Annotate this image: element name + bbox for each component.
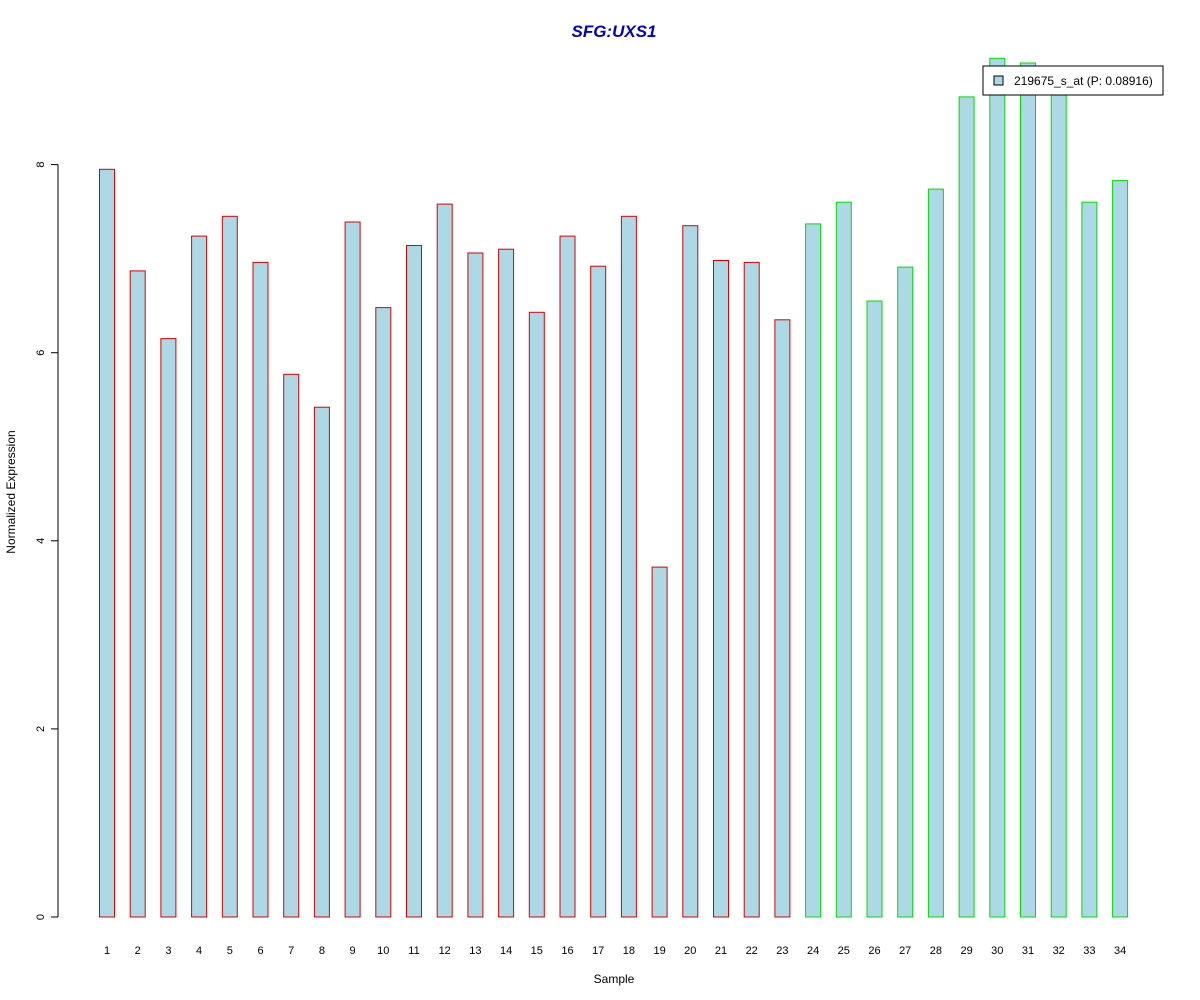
legend-swatch bbox=[993, 75, 1004, 86]
bar-sample-11 bbox=[406, 245, 422, 918]
x-tick-label: 29 bbox=[960, 945, 972, 957]
bar-sample-32 bbox=[1050, 87, 1067, 918]
x-tick-label: 7 bbox=[288, 945, 294, 957]
bar-sample-14 bbox=[498, 248, 515, 918]
x-tick-label: 21 bbox=[715, 945, 727, 957]
x-tick-label: 2 bbox=[135, 945, 141, 957]
bar-sample-2 bbox=[129, 270, 146, 918]
x-tick-label: 20 bbox=[684, 945, 696, 957]
x-tick-label: 24 bbox=[807, 945, 819, 957]
bar-sample-8 bbox=[313, 406, 330, 918]
bar-sample-16 bbox=[559, 235, 576, 918]
bar-sample-33 bbox=[1081, 201, 1098, 918]
bar-sample-24 bbox=[805, 223, 822, 918]
bar-sample-31 bbox=[1020, 62, 1036, 918]
legend: 219675_s_at (P: 0.08916) bbox=[982, 65, 1164, 96]
x-tick-label: 10 bbox=[377, 945, 389, 957]
bar-sample-22 bbox=[743, 261, 760, 918]
bar-sample-4 bbox=[191, 235, 208, 918]
x-tick-label: 34 bbox=[1114, 945, 1126, 957]
x-tick-label: 8 bbox=[319, 945, 325, 957]
x-tick-label: 9 bbox=[350, 945, 356, 957]
bar-sample-20 bbox=[682, 225, 699, 918]
x-tick-label: 26 bbox=[868, 945, 880, 957]
x-tick-label: 11 bbox=[408, 945, 419, 957]
x-tick-label: 5 bbox=[227, 945, 233, 957]
bar-sample-5 bbox=[221, 215, 238, 918]
x-tick-label: 19 bbox=[653, 945, 665, 957]
x-axis-label: Sample bbox=[594, 972, 635, 986]
chart-title: SFG:UXS1 bbox=[571, 22, 656, 41]
x-tick-label: 32 bbox=[1053, 945, 1065, 957]
bar-sample-28 bbox=[927, 188, 944, 918]
bar-sample-21 bbox=[713, 260, 729, 918]
bar-sample-34 bbox=[1112, 180, 1129, 918]
legend-label: 219675_s_at (P: 0.08916) bbox=[1014, 74, 1153, 88]
bar-sample-9 bbox=[344, 221, 361, 918]
y-axis-label: Normalized Expression bbox=[4, 430, 18, 553]
bar-sample-23 bbox=[774, 319, 791, 918]
x-tick-label: 4 bbox=[196, 945, 202, 957]
bar-sample-6 bbox=[252, 261, 269, 918]
legend-box bbox=[982, 65, 1164, 96]
x-tick-label: 23 bbox=[776, 945, 788, 957]
x-tick-label: 1 bbox=[104, 945, 110, 957]
x-tick-label: 17 bbox=[592, 945, 604, 957]
bar-sample-29 bbox=[958, 96, 975, 918]
x-tick-label: 3 bbox=[165, 945, 171, 957]
bar-sample-1 bbox=[99, 168, 115, 918]
x-tick-label: 12 bbox=[439, 945, 451, 957]
x-tick-label: 22 bbox=[746, 945, 758, 957]
x-tick-label: 27 bbox=[899, 945, 911, 957]
bar-sample-12 bbox=[436, 203, 453, 918]
bars-group bbox=[99, 57, 1129, 918]
bar-sample-18 bbox=[620, 215, 637, 918]
x-tick-label: 33 bbox=[1083, 945, 1095, 957]
x-tick-label: 30 bbox=[991, 945, 1003, 957]
x-tick-label: 6 bbox=[257, 945, 263, 957]
y-tick-label: 4 bbox=[35, 538, 47, 544]
y-axis: 0 2 4 6 8 bbox=[35, 162, 59, 920]
bar-sample-13 bbox=[467, 252, 484, 918]
bar-sample-3 bbox=[160, 338, 177, 918]
y-tick-label: 2 bbox=[35, 726, 47, 732]
bar-sample-15 bbox=[528, 311, 545, 918]
x-tick-labels: 1 2 3 4 5 6 7 8 9 10 11 12 13 14 15 16 17 18 19 20 21 22 23 24 2… bbox=[104, 945, 1126, 957]
bar-sample-19 bbox=[651, 566, 668, 918]
bar-sample-27 bbox=[897, 266, 914, 918]
x-tick-label: 25 bbox=[838, 945, 850, 957]
y-tick-label: 8 bbox=[35, 162, 47, 168]
x-tick-label: 28 bbox=[930, 945, 942, 957]
x-tick-label: 15 bbox=[531, 945, 543, 957]
x-tick-label: 31 bbox=[1022, 945, 1034, 957]
x-tick-label: 14 bbox=[500, 945, 512, 957]
y-tick-label: 0 bbox=[35, 914, 47, 920]
x-tick-label: 13 bbox=[469, 945, 481, 957]
x-tick-label: 16 bbox=[561, 945, 573, 957]
y-tick-label: 6 bbox=[35, 350, 47, 356]
bar-sample-30 bbox=[989, 57, 1006, 918]
x-tick-label: 18 bbox=[623, 945, 635, 957]
bar-sample-7 bbox=[283, 373, 300, 918]
bar-sample-25 bbox=[835, 201, 852, 918]
bar-sample-26 bbox=[866, 300, 883, 918]
bar-sample-17 bbox=[590, 265, 607, 918]
bar-sample-10 bbox=[375, 307, 392, 918]
